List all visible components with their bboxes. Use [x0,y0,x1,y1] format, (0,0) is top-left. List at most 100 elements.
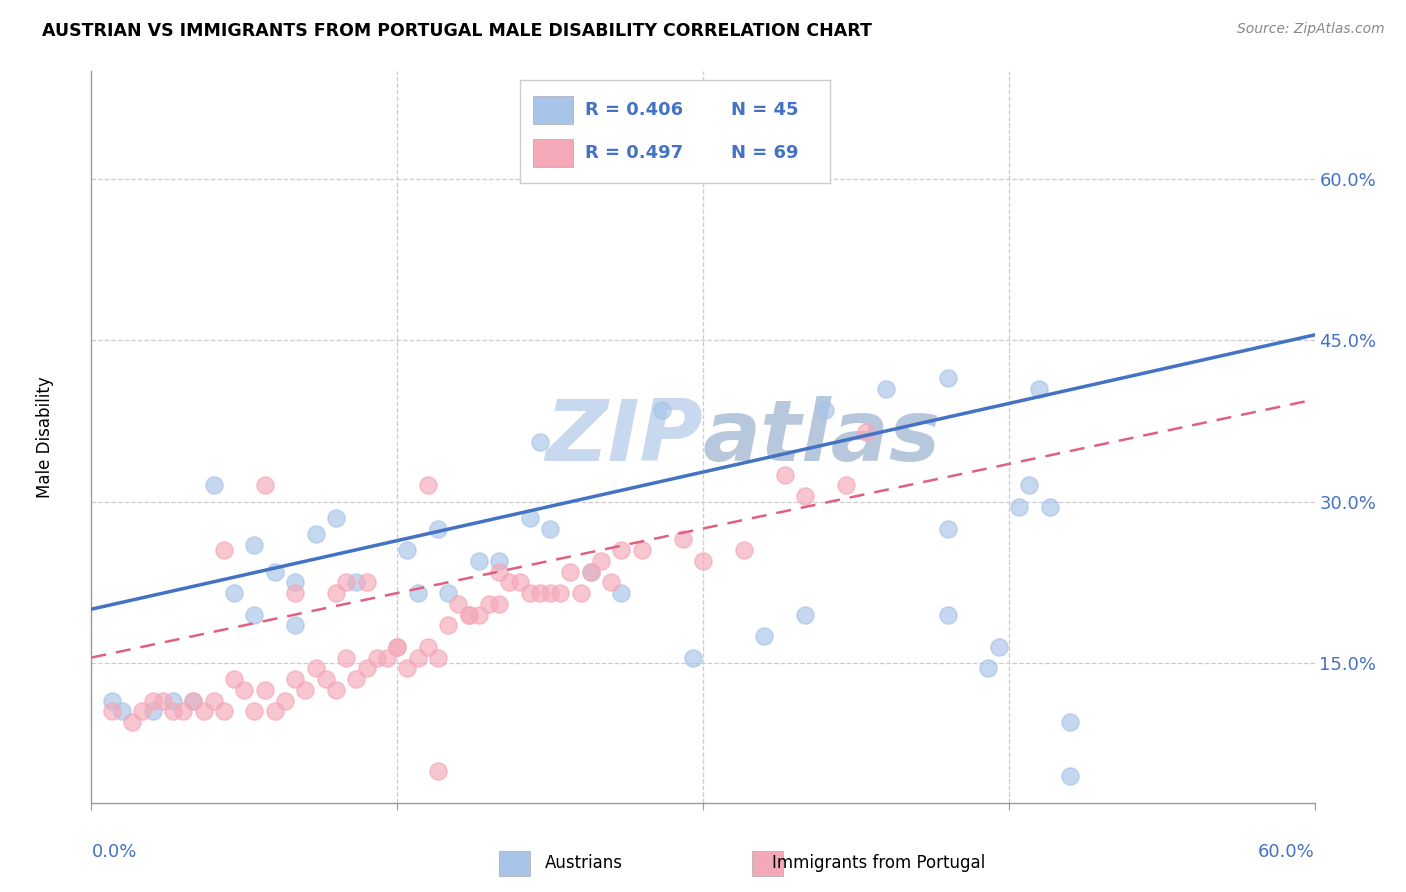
Point [1354,145,1376,159]
Point [253,478,276,492]
Point [346,672,368,686]
Point [284,672,307,686]
Point [212,543,235,558]
Point [529,586,551,600]
Point [325,586,347,600]
Point [538,521,561,535]
Point [936,607,959,622]
Point [335,650,357,665]
Point [162,705,184,719]
Point [560,565,582,579]
Point [835,478,858,492]
Point [366,650,388,665]
Point [222,672,246,686]
Point [396,543,419,558]
Point [162,693,184,707]
Point [519,510,541,524]
Point [356,575,378,590]
Point [212,705,235,719]
Point [977,661,1000,675]
Text: R = 0.497: R = 0.497 [585,145,683,162]
Point [427,521,450,535]
Point [346,575,368,590]
Point [427,650,450,665]
Text: 60.0%: 60.0% [1258,843,1315,861]
Point [416,640,439,654]
Point [325,682,347,697]
Point [315,672,337,686]
Point [101,705,124,719]
Point [183,693,205,707]
Point [447,597,470,611]
Point [519,586,541,600]
Point [335,575,357,590]
Text: R = 0.406: R = 0.406 [585,101,683,119]
Point [793,607,815,622]
Point [141,693,163,707]
Point [651,403,673,417]
Point [467,554,491,568]
Point [875,382,898,396]
Point [385,640,409,654]
Point [121,715,143,730]
Point [509,575,531,590]
Point [304,527,326,541]
Point [1028,382,1050,396]
Point [233,682,256,697]
Point [692,554,714,568]
Point [111,705,134,719]
Point [243,705,266,719]
Point [1018,478,1040,492]
Text: Immigrants from Portugal: Immigrants from Portugal [772,855,986,872]
Point [131,705,153,719]
Point [437,586,460,600]
Point [243,607,266,622]
Text: Male Disability: Male Disability [37,376,53,498]
Text: 0.0%: 0.0% [91,843,136,861]
Point [243,538,266,552]
Point [294,682,316,697]
Point [172,705,194,719]
Point [1059,769,1081,783]
Point [579,565,602,579]
Point [253,682,276,697]
Point [672,533,695,547]
Point [600,575,623,590]
Point [264,565,287,579]
Point [457,607,479,622]
Point [610,543,633,558]
Point [591,554,613,568]
Point [202,693,225,707]
Point [936,521,959,535]
Point [488,565,510,579]
Point [579,565,602,579]
Text: atlas: atlas [703,395,941,479]
Point [488,597,510,611]
FancyBboxPatch shape [533,139,572,168]
Point [274,693,297,707]
Point [385,640,409,654]
Point [284,586,307,600]
Point [406,650,429,665]
Point [569,586,592,600]
Point [773,467,796,482]
Point [202,478,225,492]
Point [478,597,501,611]
Point [396,661,419,675]
FancyBboxPatch shape [533,95,572,124]
Point [467,607,491,622]
Point [457,607,479,622]
Point [375,650,398,665]
Point [284,575,307,590]
Point [356,661,378,675]
Point [193,705,215,719]
Point [264,705,287,719]
Point [437,618,460,632]
Point [631,543,654,558]
Point [550,586,572,600]
Point [814,403,837,417]
Point [733,543,755,558]
Point [416,478,439,492]
Point [855,425,877,439]
Point [661,150,683,164]
